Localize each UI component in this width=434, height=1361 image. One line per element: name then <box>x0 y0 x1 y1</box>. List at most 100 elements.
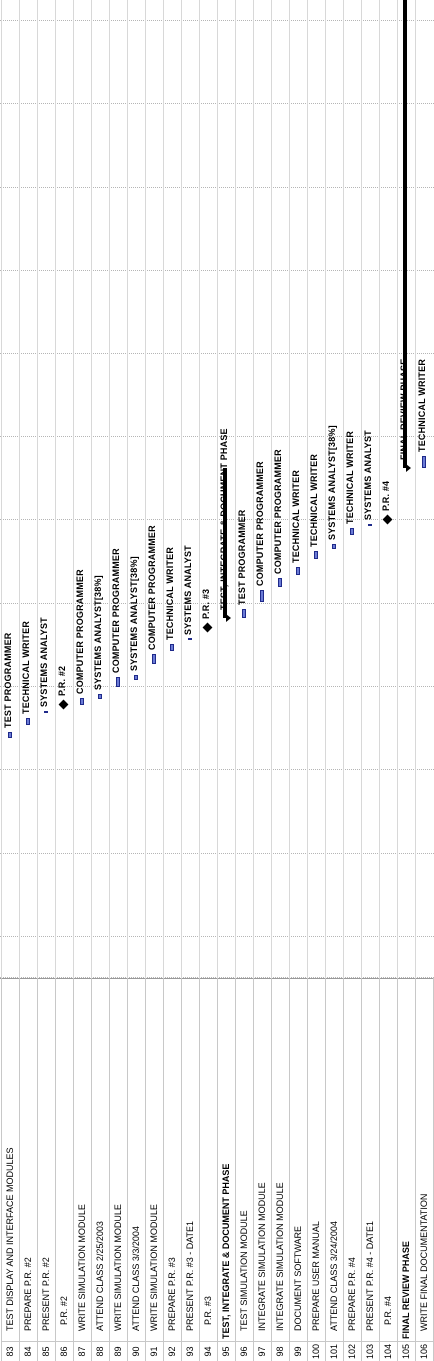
bar-resource-label: SYSTEMS ANALYST <box>39 617 49 707</box>
gantt-row-line <box>73 0 74 978</box>
gantt-row-line <box>55 0 56 978</box>
task-name-cell: WRITE FINAL DOCUMENTATION <box>419 1193 429 1331</box>
gantt-row-line <box>379 0 380 978</box>
task-row[interactable]: 101 ATTEND CLASS 3/24/2004 <box>325 978 343 1361</box>
task-id-cell: 102 <box>344 1341 361 1361</box>
task-row[interactable]: 99 DOCUMENT SOFTWARE <box>289 978 307 1361</box>
task-bar[interactable] <box>242 609 246 618</box>
task-row[interactable]: 103 PRESENT P.R. #4 - DATE1 <box>361 978 379 1361</box>
task-name-cell: P.R. #4 <box>383 1296 393 1325</box>
task-id-cell: 105 <box>398 1341 415 1361</box>
task-bar[interactable] <box>8 732 12 738</box>
task-id-cell: 98 <box>272 1341 289 1361</box>
task-bar[interactable] <box>332 544 336 549</box>
task-bar[interactable] <box>44 711 48 713</box>
task-name-cell: PRESENT P.R. #4 - DATE1 <box>365 1220 375 1331</box>
task-name-cell: P.R. #2 <box>59 1296 69 1325</box>
gantt-row-line <box>145 0 146 978</box>
task-row[interactable]: 96 TEST SIMULATION MODULE <box>235 978 253 1361</box>
task-id-cell: 85 <box>38 1341 55 1361</box>
task-row[interactable]: 83 TEST DISPLAY AND INTERFACE MODULES <box>1 978 19 1361</box>
task-bar[interactable] <box>170 644 174 651</box>
task-bar[interactable] <box>260 590 264 602</box>
bar-resource-label: FINAL REVIEW PHASE <box>399 358 409 460</box>
gantt-row-line <box>217 0 218 978</box>
milestone-diamond-icon[interactable] <box>202 622 213 633</box>
gantt-row-line <box>235 0 236 978</box>
task-name-cell: ATTEND CLASS 3/3/2004 <box>131 1226 141 1331</box>
gantt-row-line <box>1 0 2 978</box>
task-bar[interactable] <box>26 718 30 725</box>
task-id-cell: 91 <box>146 1341 163 1361</box>
bar-resource-label: COMPUTER PROGRAMMER <box>147 525 157 650</box>
task-row[interactable]: 97 INTEGRATE SIMULATION MODULE <box>253 978 271 1361</box>
task-name-cell: TEST SIMULATION MODULE <box>239 1210 249 1331</box>
task-bar[interactable] <box>152 654 156 664</box>
bar-resource-label: P.R. #2 <box>57 665 67 696</box>
task-row[interactable]: 87 WRITE SIMULATION MODULE <box>73 978 91 1361</box>
task-row[interactable]: 106 WRITE FINAL DOCUMENTATION <box>415 978 433 1361</box>
task-id-cell: 99 <box>290 1341 307 1361</box>
task-row[interactable]: 90 ATTEND CLASS 3/3/2004 <box>127 978 145 1361</box>
task-id-cell: 94 <box>200 1341 217 1361</box>
task-bar[interactable] <box>80 698 84 705</box>
task-bar[interactable] <box>350 528 354 535</box>
gantt-row-line <box>109 0 110 978</box>
bar-resource-label: TECHNICAL WRITER <box>345 430 355 524</box>
milestone-diamond-icon[interactable] <box>382 514 393 525</box>
bar-resource-label: TECHNICAL WRITER <box>309 453 319 547</box>
task-bar[interactable] <box>188 638 192 640</box>
bar-resource-label: P.R. #4 <box>381 480 391 511</box>
task-row[interactable]: 88 ATTEND CLASS 2/25/2003 <box>91 978 109 1361</box>
task-bar[interactable] <box>314 551 318 559</box>
bar-resource-label: SYSTEMS ANALYST[38%] <box>93 575 103 690</box>
task-row[interactable]: 84 PREPARE P.R. #2 <box>19 978 37 1361</box>
task-bar[interactable] <box>368 524 372 526</box>
task-row[interactable]: 104 P.R. #4 <box>379 978 397 1361</box>
summary-bar-start-cap <box>226 614 231 622</box>
milestone-diamond-icon[interactable] <box>58 699 69 710</box>
task-id-cell: 83 <box>2 1341 19 1361</box>
gantt-row-line <box>289 0 290 978</box>
task-name-cell: PREPARE P.R. #4 <box>347 1257 357 1331</box>
task-row[interactable]: 92 PREPARE P.R. #3 <box>163 978 181 1361</box>
task-bar[interactable] <box>98 694 102 699</box>
task-row[interactable]: 89 WRITE SIMULATION MODULE <box>109 978 127 1361</box>
gantt-row-line <box>415 0 416 978</box>
task-bar[interactable] <box>116 677 120 687</box>
task-bar[interactable] <box>134 675 138 680</box>
task-bar[interactable] <box>296 567 300 575</box>
task-row[interactable]: 86 P.R. #2 <box>55 978 73 1361</box>
task-row[interactable]: 105 FINAL REVIEW PHASE <box>397 978 415 1361</box>
gantt-row-line <box>397 0 398 978</box>
bar-resource-label: TECHNICAL WRITER <box>291 469 301 563</box>
bar-resource-label: TEST PROGRAMMER <box>3 632 13 728</box>
task-bar[interactable] <box>422 456 426 468</box>
gantt-row-line <box>253 0 254 978</box>
gantt-row-line <box>307 0 308 978</box>
task-name-cell: PRESENT P.R. #3 - DATE1 <box>185 1220 195 1331</box>
task-row[interactable]: 91 WRITE SIMULATION MODULE <box>145 978 163 1361</box>
task-row[interactable]: 85 PRESENT P.R. #2 <box>37 978 55 1361</box>
gantt-row-line <box>19 0 20 978</box>
gantt-row-line <box>343 0 344 978</box>
task-id-cell: 104 <box>380 1341 397 1361</box>
bar-resource-label: TECHNICAL WRITER <box>165 546 175 640</box>
task-row[interactable]: 102 PREPARE P.R. #4 <box>343 978 361 1361</box>
task-name-cell: P.R. #3 <box>203 1296 213 1325</box>
task-id-cell: 88 <box>92 1341 109 1361</box>
task-name-cell: PREPARE P.R. #2 <box>23 1257 33 1331</box>
task-name-cell: INTEGRATE SIMULATION MODULE <box>257 1182 267 1331</box>
task-bar[interactable] <box>278 578 282 587</box>
task-row[interactable]: 100 PREPARE USER MANUAL <box>307 978 325 1361</box>
task-row[interactable]: 93 PRESENT P.R. #3 - DATE1 <box>181 978 199 1361</box>
task-row[interactable]: 98 INTEGRATE SIMULATION MODULE <box>271 978 289 1361</box>
task-row[interactable]: 95 TEST, INTEGRATE & DOCUMENT PHASE <box>217 978 235 1361</box>
task-id-cell: 90 <box>128 1341 145 1361</box>
bar-resource-label: COMPUTER PROGRAMMER <box>111 548 121 673</box>
task-row[interactable]: 94 P.R. #3 <box>199 978 217 1361</box>
task-name-cell: WRITE SIMULATION MODULE <box>149 1204 159 1331</box>
task-name-cell: WRITE SIMULATION MODULE <box>113 1204 123 1331</box>
bar-resource-label: P.R. #3 <box>201 588 211 619</box>
